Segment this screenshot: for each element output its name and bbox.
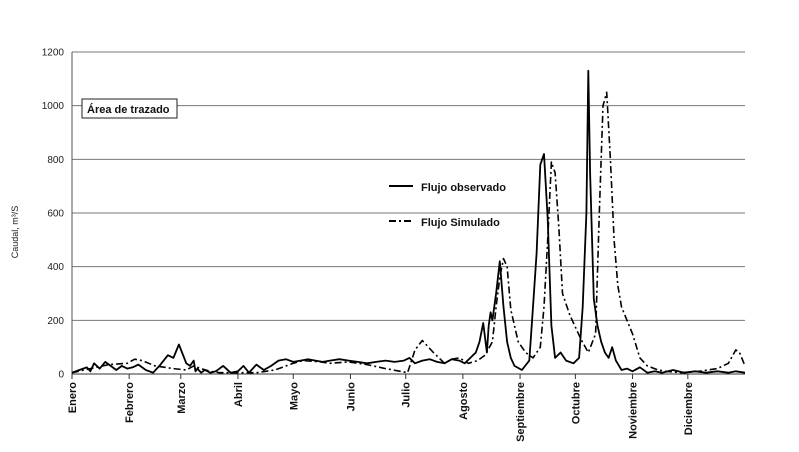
y-tick-label: 600 [47, 209, 64, 220]
x-tick-label: Octubre [570, 382, 582, 424]
y-axis-ticks: 0 200 400 600 800 1000 1200 [42, 48, 65, 381]
legend-label-simulated: Flujo Simulado [421, 217, 500, 229]
x-tick-label: Agosto [458, 382, 470, 420]
y-tick-label: 1200 [42, 48, 65, 59]
y-axis-title: Caudal, m³/S [10, 206, 20, 259]
y-tick-label: 400 [47, 262, 64, 273]
x-tick-label: Septiembre [515, 382, 527, 442]
x-tick-label: Marzo [176, 382, 188, 414]
legend-label-observed: Flujo observado [421, 182, 506, 194]
x-tick-label: Noviembre [628, 382, 640, 439]
legend: Flujo observado Flujo Simulado [389, 182, 506, 229]
plot-area-box: Área de trazado [81, 98, 178, 119]
x-tick-label: Junio [345, 382, 357, 412]
y-tick-label: 800 [47, 155, 64, 166]
series-lines [71, 69, 746, 374]
x-tick-label: Julio [401, 382, 413, 408]
x-tick-label: Enero [67, 382, 79, 413]
y-tick-label: 200 [47, 316, 64, 327]
series-line-observed [71, 69, 746, 374]
series-line-simulated [71, 91, 746, 374]
x-tick-label: Abril [233, 382, 245, 407]
x-tick-label: Mayo [288, 382, 300, 410]
x-tick-label: Febrero [124, 382, 136, 423]
y-tick-label: 0 [58, 370, 64, 381]
x-tick-label: Diciembre [683, 382, 695, 435]
x-axis-ticks: Enero Febrero Marzo Abril Mayo Junio Julio Agos… [67, 374, 695, 442]
plot-area-label: Área de trazado [87, 103, 170, 116]
y-tick-label: 1000 [42, 101, 65, 112]
gridlines [72, 51, 745, 321]
